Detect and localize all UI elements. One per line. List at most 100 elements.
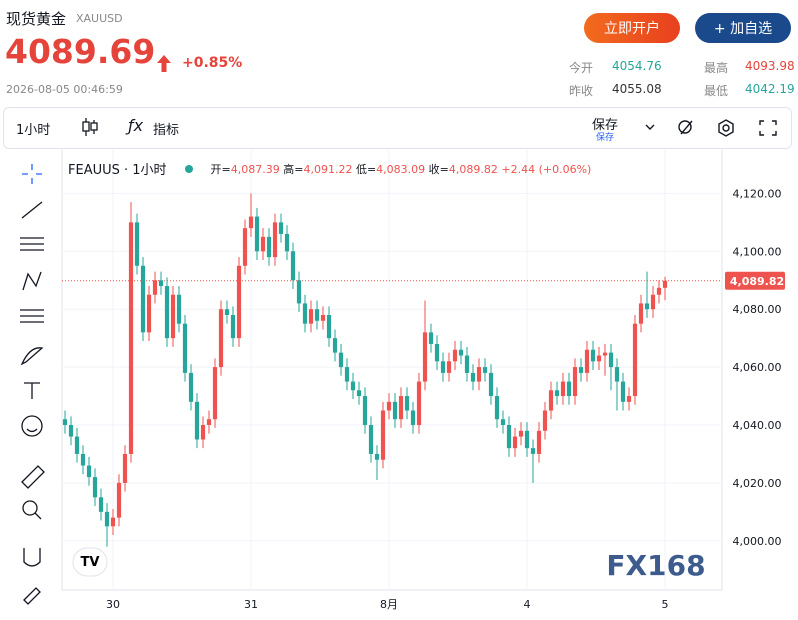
x-tick-label: 5 (662, 598, 669, 611)
candle-body (260, 236, 266, 252)
x-tick-label: 8月 (380, 598, 398, 611)
candle-body (92, 477, 98, 498)
last-price-box (725, 271, 785, 290)
save[interactable]: 保存 (592, 118, 619, 133)
stat-label: 最低 (704, 84, 729, 98)
drawing-tools (20, 164, 45, 605)
candle-body (608, 352, 614, 368)
candle-body (320, 315, 326, 321)
candle-body (98, 497, 104, 512)
candle-body (212, 367, 218, 420)
candle-body (440, 361, 446, 373)
candle-body (530, 448, 536, 454)
candle-body (464, 355, 470, 373)
candle-body (332, 338, 338, 353)
candle-body (422, 332, 428, 382)
candle-body (368, 425, 374, 454)
y-tick-label: 4,020.00 (733, 477, 782, 490)
stat-value: 4042.19 (745, 82, 795, 96)
candle-body (380, 410, 386, 460)
candle-body (404, 396, 410, 411)
stat-label: 昨收 (569, 84, 594, 98)
candle-body (512, 436, 518, 449)
candle-body (308, 309, 314, 324)
stat-value: 4054.76 (612, 59, 662, 73)
toolbar (3, 107, 792, 149)
candle-body (254, 216, 260, 252)
candle-body (344, 367, 350, 382)
candle-body (386, 401, 392, 411)
price: 4089.69 (5, 32, 156, 71)
candle-body (356, 390, 362, 397)
candle-body (560, 381, 566, 397)
candle-body (392, 401, 398, 420)
candle-body (494, 396, 500, 420)
legend-value: 4,089.82 (448, 162, 498, 176)
candle-body (542, 410, 548, 431)
candle-body (662, 280, 668, 288)
legend-symbol: FEAUUS · 1小时 (68, 163, 167, 178)
x-tick-label: 31 (244, 598, 258, 611)
x-tick-label: 4 (524, 598, 531, 611)
candle-body (458, 349, 464, 356)
watchlist-button[interactable]: + 加自选 (695, 13, 791, 43)
candle-body (200, 425, 206, 440)
y-tick-label: 4,040.00 (733, 419, 782, 432)
y-tick-label: 4,060.00 (733, 361, 782, 374)
candle-body (410, 410, 416, 425)
candle-body (596, 355, 602, 362)
candle-body (602, 352, 608, 356)
legend-ohlc: 开=4,087.39 高=4,091.22 低=4,083.09 收=4,089… (211, 161, 592, 177)
candle-body (476, 367, 482, 382)
candle-body (428, 332, 434, 344)
candle-body (350, 381, 356, 391)
up-arrow (157, 55, 171, 72)
legend-value: 4,083.09 (376, 162, 426, 176)
open-account-button[interactable]: 立即开户 (584, 13, 680, 43)
tv-logo (72, 547, 108, 577)
candle-body (578, 367, 584, 373)
candle-body (374, 453, 380, 460)
candle-body (644, 303, 650, 310)
candle-body (164, 286, 170, 339)
candle-body (68, 425, 74, 437)
candle-body (110, 517, 116, 527)
candle-body (488, 372, 494, 397)
candle-body (620, 381, 626, 402)
candle-body (296, 280, 302, 304)
candle-body (224, 309, 230, 315)
y-tick-label: 4,000.00 (733, 535, 782, 548)
interval[interactable]: 1小时 (16, 123, 51, 138)
candle-body (74, 436, 80, 454)
candle-body (194, 401, 200, 440)
candle-type-icon[interactable] (78, 114, 102, 140)
candle-body (290, 251, 296, 281)
candle-body (146, 294, 152, 333)
candle-body (446, 361, 452, 373)
candle-body (284, 233, 290, 252)
status-dot (184, 164, 193, 173)
legend-value: 4,091.22 (303, 162, 353, 176)
legend-label: 高= (283, 162, 304, 176)
candle-body (302, 303, 308, 324)
candle-body (536, 430, 542, 454)
candle-body (314, 309, 320, 321)
candle-body (614, 367, 620, 382)
candle-body (122, 453, 128, 483)
title: 现货黄金 (6, 10, 67, 28)
candle-body (188, 372, 194, 402)
candle-body (632, 323, 638, 397)
candle-body (116, 482, 122, 518)
candle-body (566, 381, 572, 397)
indicators[interactable]: 指标 (153, 123, 180, 138)
candle-body (584, 349, 590, 373)
candle-body (506, 425, 512, 449)
last-price-label: 4,089.82 (730, 275, 784, 288)
legend-label: 低= (355, 162, 377, 176)
candle-body (518, 430, 524, 437)
candle-body (158, 280, 164, 287)
candle-body (278, 222, 284, 234)
candle-body (554, 390, 560, 397)
candle-body (398, 396, 404, 420)
candle-body (176, 294, 182, 324)
